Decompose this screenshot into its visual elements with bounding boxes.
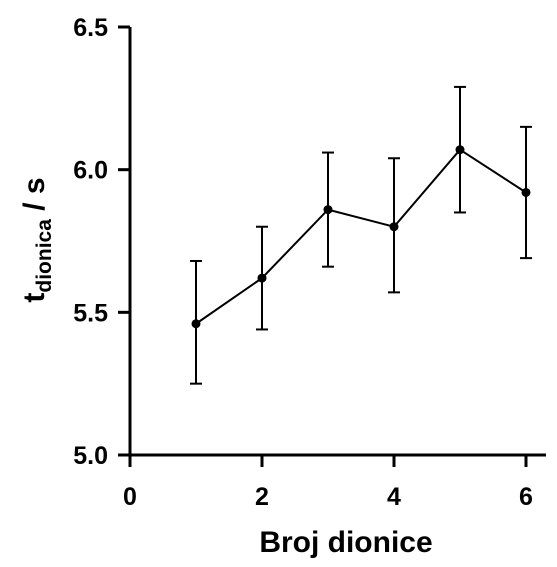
ticks: 5.0 5.5 6.0 6.5 0 2 4 6 — [73, 14, 533, 511]
y-axis-title: tdionica / s — [18, 177, 56, 302]
y-axis-title-suffix: / s — [18, 177, 51, 219]
y-axis-title-main: t — [18, 293, 51, 303]
x-tick-label-2: 4 — [387, 483, 401, 511]
data-point — [455, 145, 465, 155]
x-tick-label-0: 0 — [123, 483, 137, 511]
data-point — [323, 205, 333, 215]
y-tick-label-0: 5.0 — [73, 442, 108, 470]
x-tick-label-1: 2 — [255, 483, 269, 511]
data-point — [191, 319, 201, 329]
axes — [128, 27, 546, 457]
data-point — [521, 187, 531, 197]
y-axis-title-subscript: dionica — [33, 219, 56, 293]
x-tick-label-3: 6 — [519, 483, 533, 511]
data-point — [257, 273, 267, 283]
y-tick-label-1: 5.5 — [73, 299, 108, 327]
y-tick-label-2: 6.0 — [73, 157, 108, 185]
y-tick-label-3: 6.5 — [73, 14, 108, 42]
series-line — [195, 148, 527, 325]
x-axis-title: Broj dionice — [259, 526, 432, 559]
data-point — [389, 222, 399, 232]
series-layer — [190, 85, 532, 385]
